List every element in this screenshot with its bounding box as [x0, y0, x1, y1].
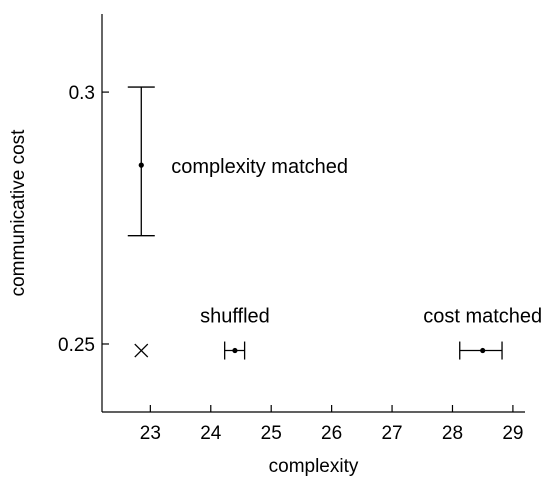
shuffled-label: shuffled: [200, 306, 270, 328]
cost-matched-label: cost matched: [423, 306, 542, 328]
x-tick-label: 27: [381, 423, 402, 444]
complexity-matched-label: complexity matched: [171, 156, 348, 178]
x-tick-label: 29: [502, 423, 523, 444]
marks: [127, 86, 503, 360]
x-tick-label: 28: [442, 423, 463, 444]
y-axis-label: communicative cost: [8, 129, 29, 297]
y-tick-label: 0.3: [69, 83, 95, 104]
x-tick-label: 23: [140, 423, 161, 444]
x-tick-label: 25: [261, 423, 282, 444]
x-tick-label: 26: [321, 423, 342, 444]
x-axis-label: complexity: [269, 456, 359, 477]
complexity-matched-point: [138, 162, 144, 168]
y-tick-label: 0.25: [58, 335, 95, 356]
shuffled-point: [232, 347, 238, 354]
cost-matched-point: [480, 347, 486, 354]
labels: complexity communicative cost complexity…: [8, 129, 542, 477]
axes: [101, 14, 525, 413]
x-tick-label: 24: [200, 423, 222, 444]
ticks: 23 24 25 26 27 28 29 0.25 0.3: [58, 83, 523, 444]
x-marker: [134, 343, 149, 358]
